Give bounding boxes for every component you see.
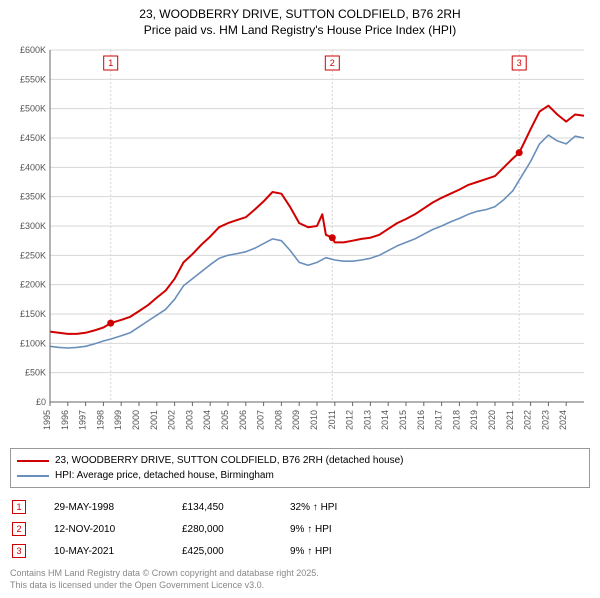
svg-text:2024: 2024: [558, 410, 568, 430]
svg-text:2000: 2000: [131, 410, 141, 430]
svg-text:£250K: £250K: [20, 251, 46, 261]
marker-pct: 32% ↑ HPI: [290, 502, 370, 513]
marker-date: 10-MAY-2021: [54, 546, 154, 557]
svg-text:2021: 2021: [505, 410, 515, 430]
legend-swatch: [17, 460, 49, 462]
marker-row: 2 12-NOV-2010 £280,000 9% ↑ HPI: [10, 518, 590, 540]
svg-text:2016: 2016: [416, 410, 426, 430]
marker-pct: 9% ↑ HPI: [290, 546, 370, 557]
svg-text:2022: 2022: [523, 410, 533, 430]
svg-text:2020: 2020: [487, 410, 497, 430]
chart-svg: £0 £50K £100K £150K £200K £250K £300K £350K £400…: [10, 42, 590, 442]
svg-text:£0: £0: [36, 397, 46, 407]
svg-text:£450K: £450K: [20, 133, 46, 143]
svg-text:1995: 1995: [42, 410, 52, 430]
svg-text:2001: 2001: [149, 410, 159, 430]
svg-text:1997: 1997: [78, 410, 88, 430]
svg-text:2012: 2012: [345, 410, 355, 430]
svg-text:2008: 2008: [273, 410, 283, 430]
legend-item: 23, WOODBERRY DRIVE, SUTTON COLDFIELD, B…: [17, 453, 583, 468]
legend-item: HPI: Average price, detached house, Birm…: [17, 468, 583, 483]
svg-text:2005: 2005: [220, 410, 230, 430]
marker-number-box: 3: [12, 544, 26, 558]
svg-text:£600K: £600K: [20, 45, 46, 55]
legend-label: HPI: Average price, detached house, Birm…: [55, 470, 274, 481]
svg-text:2015: 2015: [398, 410, 408, 430]
svg-text:2017: 2017: [434, 410, 444, 430]
svg-text:2013: 2013: [362, 410, 372, 430]
footer-line1: Contains HM Land Registry data © Crown c…: [10, 568, 590, 580]
marker-price: £134,450: [182, 502, 262, 513]
svg-text:£50K: £50K: [25, 368, 46, 378]
svg-text:1996: 1996: [60, 410, 70, 430]
svg-text:£500K: £500K: [20, 104, 46, 114]
markers-table: 1 29-MAY-1998 £134,450 32% ↑ HPI 2 12-NOV-201…: [10, 496, 590, 562]
svg-text:2002: 2002: [167, 410, 177, 430]
svg-text:2003: 2003: [184, 410, 194, 430]
svg-text:2023: 2023: [540, 410, 550, 430]
svg-text:£550K: £550K: [20, 75, 46, 85]
legend-box: 23, WOODBERRY DRIVE, SUTTON COLDFIELD, B…: [10, 448, 590, 488]
marker-row: 1 29-MAY-1998 £134,450 32% ↑ HPI: [10, 496, 590, 518]
svg-text:2011: 2011: [327, 410, 337, 429]
svg-text:£300K: £300K: [20, 221, 46, 231]
marker-price: £425,000: [182, 546, 262, 557]
svg-text:£400K: £400K: [20, 163, 46, 173]
chart-title-line1: 23, WOODBERRY DRIVE, SUTTON COLDFIELD, B…: [10, 6, 590, 22]
svg-text:£350K: £350K: [20, 192, 46, 202]
chart-title: 23, WOODBERRY DRIVE, SUTTON COLDFIELD, B…: [10, 6, 590, 38]
legend-swatch: [17, 475, 49, 477]
svg-text:2014: 2014: [380, 410, 390, 430]
svg-text:2018: 2018: [451, 410, 461, 430]
svg-text:2010: 2010: [309, 410, 319, 430]
svg-text:£100K: £100K: [20, 339, 46, 349]
marker-row: 3 10-MAY-2021 £425,000 9% ↑ HPI: [10, 540, 590, 562]
svg-text:2009: 2009: [291, 410, 301, 430]
svg-text:£150K: £150K: [20, 309, 46, 319]
svg-text:1998: 1998: [95, 410, 105, 430]
svg-text:2004: 2004: [202, 410, 212, 430]
marker-number-box: 2: [12, 522, 26, 536]
svg-text:£200K: £200K: [20, 280, 46, 290]
chart-area: £0 £50K £100K £150K £200K £250K £300K £350K £400…: [10, 42, 590, 442]
svg-text:2: 2: [330, 58, 335, 68]
svg-text:1999: 1999: [113, 410, 123, 430]
marker-date: 29-MAY-1998: [54, 502, 154, 513]
svg-text:2006: 2006: [238, 410, 248, 430]
marker-number-box: 1: [12, 500, 26, 514]
marker-pct: 9% ↑ HPI: [290, 524, 370, 535]
footer-note: Contains HM Land Registry data © Crown c…: [10, 568, 590, 591]
marker-price: £280,000: [182, 524, 262, 535]
chart-title-line2: Price paid vs. HM Land Registry's House …: [10, 22, 590, 38]
svg-text:2019: 2019: [469, 410, 479, 430]
svg-text:1: 1: [108, 58, 113, 68]
svg-text:3: 3: [517, 58, 522, 68]
legend-label: 23, WOODBERRY DRIVE, SUTTON COLDFIELD, B…: [55, 455, 403, 466]
marker-date: 12-NOV-2010: [54, 524, 154, 535]
svg-text:2007: 2007: [256, 410, 266, 430]
